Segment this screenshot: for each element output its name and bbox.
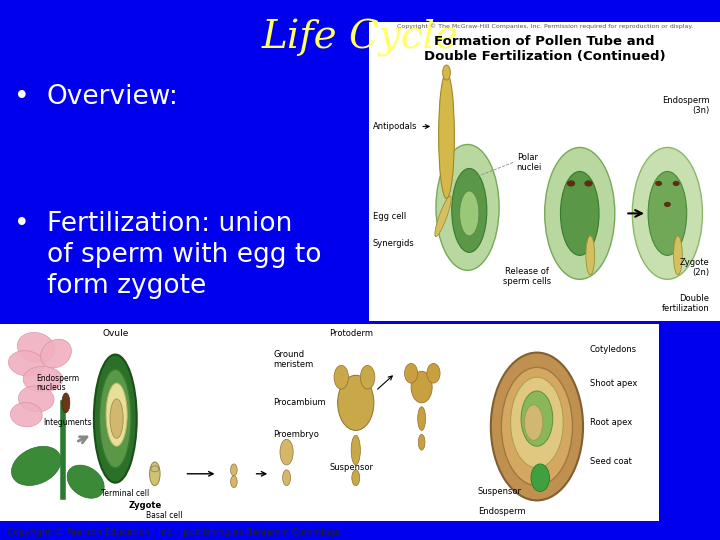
Text: Seed coat: Seed coat xyxy=(590,457,631,467)
Ellipse shape xyxy=(23,366,63,392)
Text: Basal cell: Basal cell xyxy=(146,511,183,519)
Text: Synergids: Synergids xyxy=(373,239,415,248)
Circle shape xyxy=(585,180,593,187)
Text: Egg cell: Egg cell xyxy=(373,212,406,221)
Ellipse shape xyxy=(17,333,55,363)
Text: Suspensor: Suspensor xyxy=(477,487,521,496)
Ellipse shape xyxy=(230,464,237,476)
Ellipse shape xyxy=(405,363,418,383)
Ellipse shape xyxy=(94,355,137,483)
Ellipse shape xyxy=(230,476,237,488)
Text: •: • xyxy=(14,211,30,237)
Text: Suspensor: Suspensor xyxy=(330,463,374,472)
Ellipse shape xyxy=(544,147,615,279)
Ellipse shape xyxy=(411,372,432,403)
Text: Ground
meristem: Ground meristem xyxy=(274,350,314,369)
Ellipse shape xyxy=(435,196,451,237)
Ellipse shape xyxy=(361,366,375,389)
FancyBboxPatch shape xyxy=(369,22,720,321)
Circle shape xyxy=(567,180,575,187)
Ellipse shape xyxy=(418,407,426,430)
Text: Cotyledons: Cotyledons xyxy=(590,345,636,354)
Ellipse shape xyxy=(443,65,450,80)
Text: •: • xyxy=(14,84,30,110)
Circle shape xyxy=(672,181,680,186)
Ellipse shape xyxy=(510,377,563,468)
Ellipse shape xyxy=(99,369,131,468)
Ellipse shape xyxy=(352,470,360,485)
Ellipse shape xyxy=(632,147,703,279)
Text: Life Cycle: Life Cycle xyxy=(261,19,459,57)
Ellipse shape xyxy=(418,434,425,450)
Ellipse shape xyxy=(106,383,127,446)
Text: Copyright © The McGraw-Hill Companies, Inc. Permission required for reproduction: Copyright © The McGraw-Hill Companies, I… xyxy=(397,23,693,29)
Ellipse shape xyxy=(283,470,291,485)
Ellipse shape xyxy=(19,386,54,412)
Ellipse shape xyxy=(62,393,70,413)
Text: Double
fertilization: Double fertilization xyxy=(662,294,709,313)
Ellipse shape xyxy=(586,236,595,275)
Text: Endosperm
(3n): Endosperm (3n) xyxy=(662,96,709,115)
Ellipse shape xyxy=(334,366,348,389)
Text: Antipodals: Antipodals xyxy=(373,122,418,131)
Ellipse shape xyxy=(9,350,45,376)
Text: Ovule: Ovule xyxy=(102,329,128,339)
Text: Zygote: Zygote xyxy=(128,501,161,510)
Ellipse shape xyxy=(673,236,683,275)
Ellipse shape xyxy=(648,172,687,255)
Text: Terminal cell: Terminal cell xyxy=(101,489,149,498)
Text: Formation of Pollen Tube and
Double Fertilization (Continued): Formation of Pollen Tube and Double Fert… xyxy=(424,35,665,63)
Ellipse shape xyxy=(451,168,487,252)
Text: Zygote
(2n): Zygote (2n) xyxy=(680,258,709,276)
Text: Endosperm
nucleus: Endosperm nucleus xyxy=(36,374,79,393)
Text: Proembryo: Proembryo xyxy=(274,430,319,439)
Ellipse shape xyxy=(501,367,572,485)
Ellipse shape xyxy=(280,440,293,465)
FancyBboxPatch shape xyxy=(0,324,659,521)
Text: Shoot apex: Shoot apex xyxy=(590,379,637,388)
Ellipse shape xyxy=(10,402,42,427)
Ellipse shape xyxy=(560,172,599,255)
Ellipse shape xyxy=(521,391,553,446)
Ellipse shape xyxy=(338,375,374,430)
Ellipse shape xyxy=(351,435,361,465)
Text: Procambium: Procambium xyxy=(274,399,326,407)
Text: Protoderm: Protoderm xyxy=(330,329,374,339)
Ellipse shape xyxy=(491,353,583,501)
Text: Overview:: Overview: xyxy=(47,84,179,110)
Text: Polar
nuclei: Polar nuclei xyxy=(517,153,542,172)
Ellipse shape xyxy=(67,465,104,498)
Ellipse shape xyxy=(12,447,61,485)
Text: Copyright © Pearson Education,  Inc.,  publishing as Benjamin Cummings.: Copyright © Pearson Education, Inc., pub… xyxy=(7,528,343,537)
Ellipse shape xyxy=(436,145,499,271)
Ellipse shape xyxy=(531,464,549,491)
Ellipse shape xyxy=(150,462,160,485)
Text: Release of
sperm cells: Release of sperm cells xyxy=(503,267,552,286)
Text: Root apex: Root apex xyxy=(590,418,632,427)
Ellipse shape xyxy=(427,363,440,383)
Text: Endosperm: Endosperm xyxy=(477,507,526,516)
Ellipse shape xyxy=(438,72,454,198)
Text: Fertilization: union
of sperm with egg to
form zygote: Fertilization: union of sperm with egg t… xyxy=(47,211,321,299)
Ellipse shape xyxy=(40,339,71,368)
Circle shape xyxy=(664,202,671,207)
Ellipse shape xyxy=(524,405,543,440)
Circle shape xyxy=(655,181,662,186)
Text: Integuments: Integuments xyxy=(42,418,91,427)
Ellipse shape xyxy=(459,191,479,236)
Ellipse shape xyxy=(110,399,123,438)
